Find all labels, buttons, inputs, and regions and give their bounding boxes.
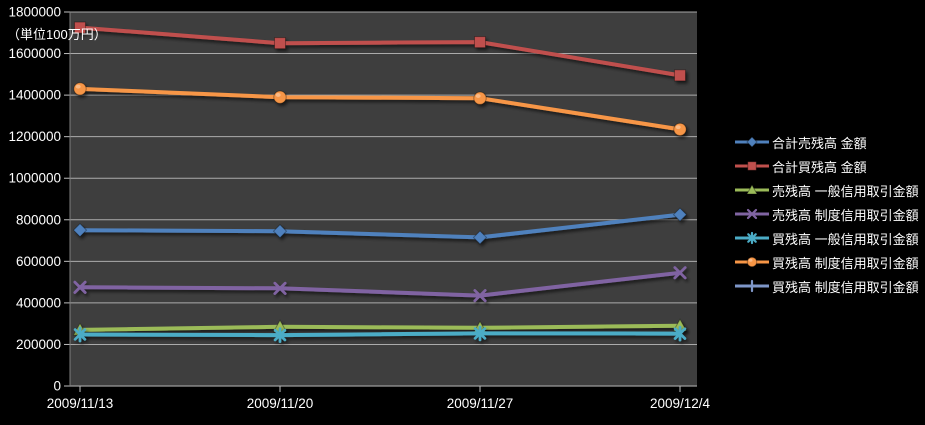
legend-item-0: 合計売残高 金額 xyxy=(734,130,925,154)
legend-label: 買残高 一般信用取引金額 xyxy=(772,231,919,247)
legend-item-6: 買残高 制度信用取引金額 xyxy=(734,274,925,298)
legend-label: 売残高 一般信用取引金額 xyxy=(772,183,919,199)
legend-label: 売残高 制度信用取引金額 xyxy=(772,207,919,223)
svg-text:2009/12/4: 2009/12/4 xyxy=(650,396,711,411)
series-3 xyxy=(73,266,687,303)
legend-label: 買残高 制度信用取引金額 xyxy=(772,279,919,295)
svg-text:1600000: 1600000 xyxy=(8,46,61,61)
svg-text:1000000: 1000000 xyxy=(8,171,61,186)
asterisk-marker-icon xyxy=(735,231,769,245)
legend: 合計売残高 金額 合計買残高 金額売残高 一般信用取引金額 売残高 制度信用取引金額… xyxy=(734,130,925,298)
svg-text:600000: 600000 xyxy=(16,254,61,269)
legend-item-1: 合計買残高 金額 xyxy=(734,154,925,178)
svg-text:2009/11/20: 2009/11/20 xyxy=(247,396,314,411)
legend-item-5: 買残高 制度信用取引金額 xyxy=(734,250,925,274)
series-4 xyxy=(73,325,687,343)
square-marker-icon xyxy=(735,161,769,171)
legend-item-3: 売残高 制度信用取引金額 xyxy=(734,202,925,226)
y-axis-tick-labels: 0 200000 400000 600000 800000 1000000 1200000 1… xyxy=(8,5,61,394)
axis-unit-label: （単位100万円） xyxy=(7,27,107,42)
legend-label: 合計売残高 金額 xyxy=(772,135,867,151)
gridlines xyxy=(64,11,697,387)
plot-area xyxy=(70,12,697,386)
legend-label: 合計買残高 金額 xyxy=(772,159,867,175)
triangle-marker-icon xyxy=(735,183,769,195)
svg-text:800000: 800000 xyxy=(16,212,61,227)
svg-text:400000: 400000 xyxy=(16,295,61,310)
legend-item-2: 売残高 一般信用取引金額 xyxy=(734,178,925,202)
diamond-marker-icon xyxy=(735,136,769,148)
svg-text:2009/11/27: 2009/11/27 xyxy=(447,396,514,411)
svg-text:200000: 200000 xyxy=(16,337,61,352)
series-1 xyxy=(73,21,687,82)
x-marker-icon xyxy=(735,208,769,220)
x-axis-tick-labels: 2009/11/13 2009/11/20 2009/11/27 2009/12/4 xyxy=(47,386,711,411)
svg-text:0: 0 xyxy=(53,379,61,394)
svg-text:1800000: 1800000 xyxy=(8,5,61,20)
series-5 xyxy=(73,82,687,137)
svg-text:1200000: 1200000 xyxy=(8,129,61,144)
svg-text:1400000: 1400000 xyxy=(8,88,61,103)
legend-label: 買残高 制度信用取引金額 xyxy=(772,255,919,271)
circle-marker-icon xyxy=(735,256,769,268)
svg-text:2009/11/13: 2009/11/13 xyxy=(47,396,114,411)
series-0 xyxy=(72,207,688,245)
legend-item-4: 買残高 一般信用取引金額 xyxy=(734,226,925,250)
plus-marker-icon xyxy=(735,279,769,293)
